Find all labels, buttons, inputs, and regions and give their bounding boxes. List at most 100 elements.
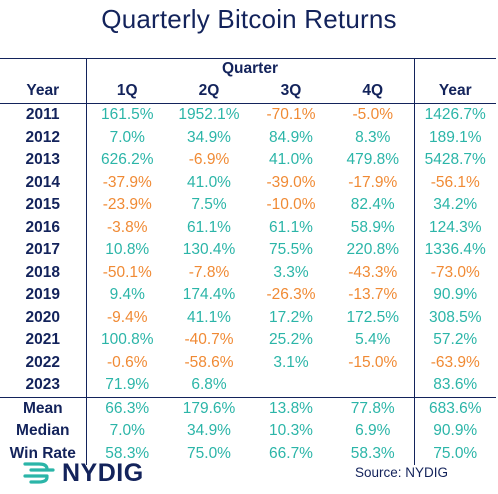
footer: NYDIG Source: NYDIG [0,454,498,494]
cell-3q: -26.3% [266,286,316,303]
cell-2q: 174.4% [182,286,236,303]
cell-2q: -40.7% [184,331,234,348]
cell-2q: 7.5% [191,196,227,213]
row-label-year: 2021 [25,331,60,348]
brand-name: NYDIG [62,459,144,487]
cell-annual: 683.6% [413,396,496,420]
cell-1q: 9.4% [85,284,168,307]
cell-1q: 626.2% [85,149,168,172]
table-row: 2021 100.8% -40.7% 25.2% 5.4% 57.2% [0,329,496,352]
cell-3q: 3.1% [273,353,309,371]
cell-annual: 90.9% [413,284,496,307]
table-row: 2012 7.0% 34.9% 84.9% 8.3% 189.1% [0,126,496,149]
cell-4q [332,374,414,397]
cell-4q: -13.7% [348,286,398,303]
cell-2q: 6.8% [191,376,227,393]
returns-table: Quarter Year 1Q 2Q 3Q 4Q Year 2011 161.5%… [0,58,496,465]
cell-2q: 34.9% [187,422,231,439]
column-header-2q: 2Q [168,79,250,104]
cell-4q: 5.4% [355,331,391,348]
row-label-year: 2011 [25,106,60,123]
row-label-year: 2020 [25,308,60,326]
quarter-group-header-row: Quarter [0,58,496,79]
cell-4q: 58.9% [350,218,395,236]
cell-annual: 34.2% [413,194,496,217]
cell-annual: 308.5% [413,306,496,329]
cell-1q: 66.3% [85,396,168,420]
cell-2q: 41.0% [187,173,231,191]
cell-annual: 57.2% [413,329,496,352]
cell-1q: 161.5% [85,103,168,127]
row-label-year: 2019 [25,286,60,303]
cell-2q: 41.1% [187,308,231,326]
cell-1q: 10.8% [85,239,168,262]
cell-2q: 1952.1% [178,106,240,123]
cell-4q: 220.8% [346,241,400,258]
table-row: 2011 161.5% 1952.1% -70.1% -5.0% 1426.7% [0,103,496,127]
cell-2q: -58.6% [184,353,234,371]
page-title: Quarterly Bitcoin Returns [101,4,397,34]
source-note: Source: NYDIG [354,465,448,480]
row-label-year: 2013 [25,151,60,168]
row-label-year: 2015 [25,196,60,213]
cell-2q: 61.1% [187,218,231,236]
cell-2q: 130.4% [182,241,236,258]
cell-3q: -10.0% [266,196,316,213]
row-label-year: 2012 [25,128,60,146]
table-row: 2020 -9.4% 41.1% 17.2% 172.5% 308.5% [0,306,496,329]
cell-4q: 8.3% [355,128,391,146]
cell-3q: 84.9% [269,128,313,146]
cell-3q: 41.0% [269,151,313,168]
row-label-year: 2016 [25,218,60,236]
cell-4q: -15.0% [348,353,398,371]
cell-4q: 58.3% [350,444,395,462]
column-header-year: Year [0,79,86,104]
cell-annual: 1336.4% [413,239,496,262]
table-row: 2019 9.4% 174.4% -26.3% -13.7% 90.9% [0,284,496,307]
header-spacer [0,58,86,79]
returns-table-container: Quarter Year 1Q 2Q 3Q 4Q Year 2011 161.5%… [0,58,498,465]
row-label-year: 2022 [25,353,60,371]
nydig-logo-icon [23,462,55,484]
cell-1q: -0.6% [85,351,168,374]
cell-annual: 75.0% [413,442,496,465]
column-header-annual: Year [413,79,496,104]
row-label-year: 2017 [25,241,60,258]
cell-annual: -56.1% [413,171,496,194]
cell-4q: 82.4% [350,196,395,213]
cell-4q: -5.0% [352,106,394,123]
table-row: 2014 -37.9% 41.0% -39.0% -17.9% -56.1% [0,171,496,194]
row-label-year: 2014 [25,173,60,191]
cell-4q: -17.9% [348,173,398,191]
cell-1q: 71.9% [85,374,168,397]
cell-3q: 13.8% [250,396,332,420]
row-label-year: 2018 [25,263,60,281]
stats-row: Median 7.0% 34.9% 10.3% 6.9% 90.9% [0,420,496,443]
cell-annual: 124.3% [413,216,496,239]
cell-3q: 25.2% [269,331,313,348]
row-label-stat: Median [16,422,70,439]
table-row: 2016 -3.8% 61.1% 61.1% 58.9% 124.3% [0,216,496,239]
cell-2q: -7.8% [188,263,230,281]
column-header-3q: 3Q [250,79,332,104]
cell-annual: 1426.7% [413,103,496,127]
table-body: 2011 161.5% 1952.1% -70.1% -5.0% 1426.7% 2012 7… [0,103,496,465]
column-header-4q: 4Q [332,79,414,104]
cell-annual: -63.9% [413,351,496,374]
cell-3q: 17.2% [269,308,313,326]
cell-3q: 3.3% [273,263,309,281]
cell-4q: 479.8% [346,151,400,168]
cell-1q: 100.8% [85,329,168,352]
column-header-1q: 1Q [85,79,168,104]
cell-1q: -9.4% [85,306,168,329]
quarter-group-header: Quarter [85,58,414,79]
cell-annual: 189.1% [413,126,496,149]
cell-4q: 172.5% [346,308,400,326]
cell-1q: -23.9% [85,194,168,217]
cell-3q: 66.7% [269,444,313,462]
row-label-stat: Win Rate [9,444,76,462]
stats-row: Mean 66.3% 179.6% 13.8% 77.8% 683.6% [0,396,496,420]
table-row: 2015 -23.9% 7.5% -10.0% 82.4% 34.2% [0,194,496,217]
cell-4q: -43.3% [348,263,398,281]
cell-1q: -37.9% [85,171,168,194]
